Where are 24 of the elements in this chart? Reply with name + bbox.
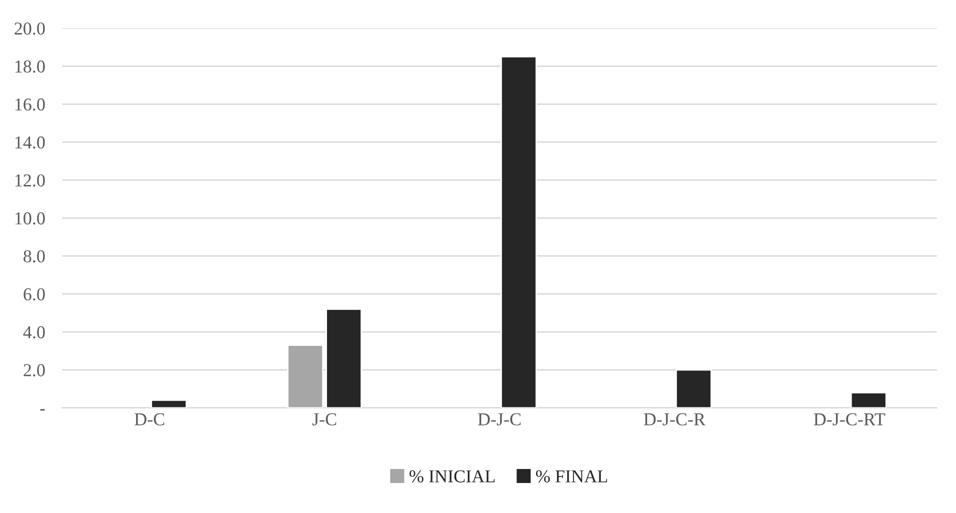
- bar: [150, 400, 188, 408]
- bar: [850, 392, 887, 408]
- bar: [500, 56, 537, 408]
- y-tick-label: 10.0: [15, 212, 45, 225]
- x-tick-label: D-J-C-RT: [814, 413, 886, 426]
- legend-label: % INICIAL: [410, 470, 495, 483]
- y-tick-label: 18.0: [15, 60, 45, 73]
- y-tick-label: 2.0: [24, 364, 45, 376]
- bar: [676, 369, 712, 408]
- y-tick-label: 14.0: [15, 136, 45, 149]
- x-tick-label: D-J-C: [478, 413, 521, 426]
- y-tick-label: 4.0: [23, 326, 45, 338]
- y-tick-label: -: [40, 409, 45, 411]
- legend-label: % FINAL: [536, 470, 608, 483]
- bar: [287, 344, 324, 408]
- bar: [326, 308, 362, 408]
- y-tick-label: 12.0: [15, 174, 45, 187]
- y-tick-label: 8.0: [24, 250, 45, 263]
- y-tick-label: 20.0: [14, 22, 45, 35]
- y-tick-label: 16.0: [15, 98, 45, 111]
- x-tick-label: J-C: [312, 413, 336, 426]
- x-tick-label: D-C: [134, 413, 164, 426]
- y-tick-label: 6.0: [24, 288, 45, 300]
- x-tick-label: D-J-C-R: [644, 413, 706, 426]
